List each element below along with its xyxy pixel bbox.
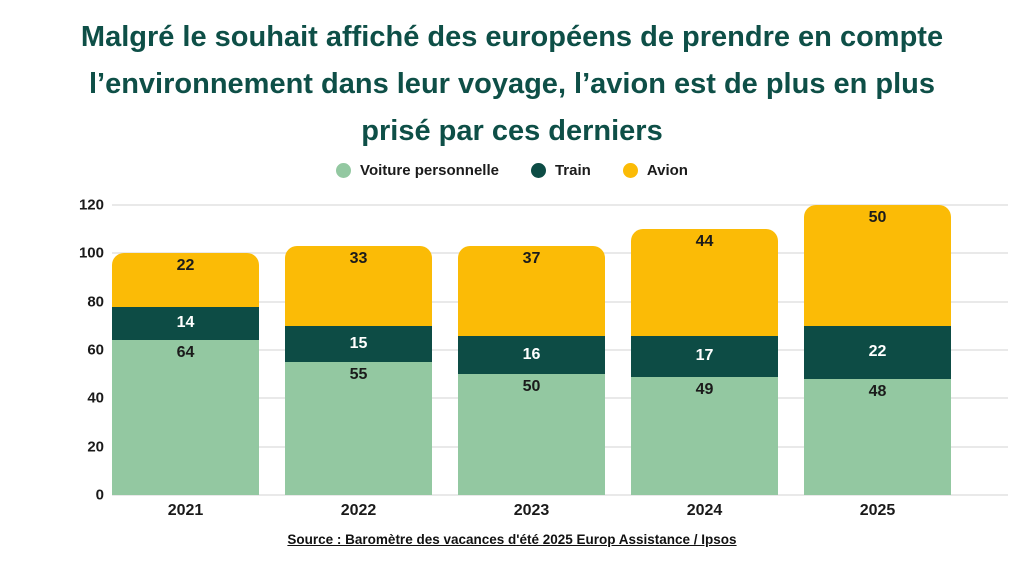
y-tick-label: 20 [87,438,104,456]
bar-segment: 22 [112,253,259,307]
bar-segment: 37 [458,246,605,336]
plot-area: 0 20 40 60 80 100 120 64 14 22 55 15 33 50 16 37 49 17 44… [79,198,1008,519]
value-label: 50 [868,209,887,226]
legend-swatch-icon [336,163,352,178]
bar-2025: 48 22 50 [804,205,951,495]
value-label: 22 [868,343,887,361]
value-label: 33 [349,250,368,268]
x-tick-label: 2022 [340,502,377,519]
y-tick-label: 120 [78,196,104,214]
value-label: 55 [349,366,368,384]
legend-item: Voiture personnelle [336,162,499,179]
bar-segment: 33 [285,246,432,326]
gridline [112,494,1008,496]
value-label: 50 [522,378,541,396]
value-label: 15 [349,334,368,352]
bar-segment: 44 [631,229,778,336]
y-tick-label: 0 [95,486,104,504]
bar-segment: 14 [112,306,259,341]
value-label: 64 [176,344,195,362]
value-label: 44 [695,233,714,251]
value-label: 17 [695,347,714,365]
x-tick-label: 2024 [686,502,723,519]
legend-label: Avion [646,162,688,179]
bar-segment: 50 [804,205,951,326]
legend-swatch-icon [530,163,546,178]
bar-segment: 16 [458,335,605,375]
bar-segment: 55 [285,362,432,495]
x-tick-label: 2025 [859,502,896,519]
bar-segment: 22 [804,325,951,379]
bar-segment: 48 [804,379,951,495]
bar-2022: 55 15 33 [285,246,432,495]
y-tick-label: 60 [87,341,104,359]
chart-legend: Voiture personnelle Train Avion [0,162,1024,179]
value-label: 14 [176,314,195,332]
y-axis: 0 20 40 60 80 100 120 [48,198,104,503]
x-tick-label: 2021 [167,502,204,519]
legend-item: Train [530,162,591,179]
bar-segment: 49 [631,376,778,495]
legend-swatch-icon [622,163,638,178]
source-caption: Source : Baromètre des vacances d'été 20… [287,532,737,547]
bar-2023: 50 16 37 [458,246,605,495]
chart-title: Malgré le souhait affiché des européens … [80,21,944,147]
value-label: 16 [522,345,541,363]
bars-layer: 64 14 22 55 15 33 50 16 37 49 17 44 48 22 50 [112,205,951,495]
value-label: 49 [695,380,714,398]
value-label: 48 [868,383,887,400]
value-label: 37 [522,250,541,268]
bar-2021: 64 14 22 [112,253,259,495]
legend-item: Avion [622,162,688,179]
bar-segment: 50 [458,374,605,495]
bar-segment: 15 [285,325,432,363]
gridline [112,204,1008,206]
y-tick-label: 40 [87,389,104,407]
x-axis: 2021 2022 2023 2024 2025 [112,502,951,520]
y-tick-label: 80 [87,293,104,311]
x-tick-label: 2023 [513,502,550,519]
y-tick-label: 100 [78,244,104,262]
bar-segment: 64 [112,340,259,495]
value-label: 22 [176,257,195,275]
bar-2024: 49 17 44 [631,229,778,495]
legend-label: Train [554,162,591,179]
bar-segment: 17 [631,335,778,377]
legend-label: Voiture personnelle [360,162,499,179]
